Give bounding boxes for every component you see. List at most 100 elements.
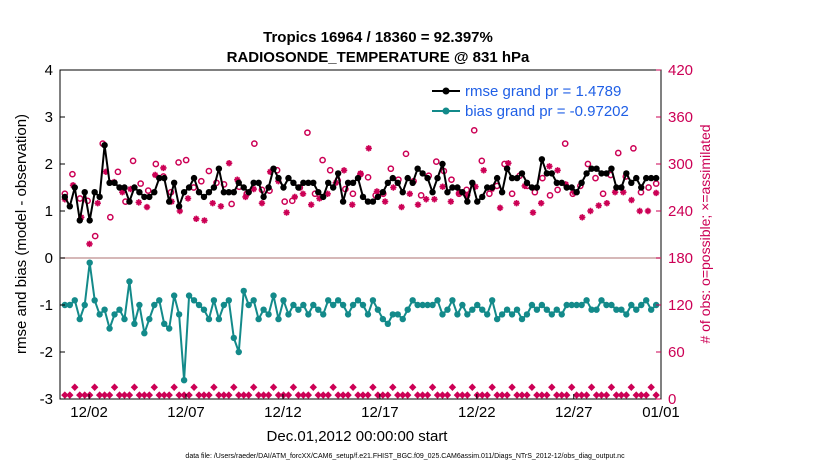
obs-low-count-point: [384, 391, 392, 399]
left-y-tick-label: 0: [45, 250, 53, 267]
obs-possible-point: [614, 149, 622, 157]
x-tick-label: 01/01: [642, 404, 680, 421]
obs-assimilated-point: [414, 201, 422, 208]
rmse-point: [578, 179, 585, 186]
bias-point: [320, 311, 327, 318]
bias-point: [503, 306, 511, 313]
obs-possible-point: [645, 184, 652, 191]
rmse-point: [493, 174, 501, 182]
rmse-point: [652, 174, 660, 182]
obs-assimilated-point: [521, 182, 528, 190]
bias-point: [300, 301, 307, 309]
bias-point: [359, 301, 367, 309]
rmse-point: [513, 174, 521, 182]
bias-series: [61, 259, 660, 384]
bias-point: [280, 297, 287, 304]
rmse-point: [275, 174, 282, 182]
rmse-point: [325, 179, 332, 186]
bias-point: [638, 301, 645, 309]
rmse-point: [389, 174, 396, 182]
bias-point: [265, 311, 272, 318]
rmse-point: [573, 189, 580, 196]
rmse-point: [295, 184, 302, 191]
obs-low-count-point: [130, 383, 139, 391]
bias-point: [205, 315, 213, 323]
obs-low-count-point: [349, 383, 357, 391]
bias-point: [235, 348, 242, 356]
bias-point: [464, 311, 471, 318]
obs-low-count-point: [622, 391, 631, 399]
obs-low-count-point: [170, 383, 178, 391]
bias-point: [553, 306, 560, 313]
rmse-point: [235, 179, 242, 186]
obs-possible-point: [288, 197, 296, 205]
bias-point: [379, 315, 387, 323]
bias-point: [170, 292, 178, 299]
rmse-point: [603, 170, 610, 177]
obs-low-count-point: [205, 391, 213, 399]
bias-point: [439, 311, 446, 318]
obs-possible-point: [432, 158, 440, 165]
obs-low-count-point: [403, 391, 412, 399]
bias-point: [255, 315, 262, 323]
obs-assimilated-point: [505, 160, 512, 167]
legend-bias-marker: [442, 107, 450, 115]
rmse-point: [369, 198, 377, 205]
obs-assimilated-point: [340, 167, 348, 174]
obs-low-count-point: [249, 383, 258, 391]
obs-assimilated-point: [381, 198, 389, 205]
rmse-point: [344, 179, 352, 186]
obs-low-count-point: [145, 391, 154, 399]
rmse-point: [399, 189, 406, 196]
rmse-point: [623, 170, 630, 177]
obs-assimilated-point: [324, 190, 331, 197]
rmse-point: [300, 179, 307, 186]
obs-low-count-point: [508, 383, 516, 391]
obs-possible-point: [152, 160, 160, 168]
obs-possible-point: [304, 129, 311, 137]
right-y-tick-label: 0: [668, 391, 676, 408]
obs-possible-point: [402, 150, 410, 158]
right-y-tick-label: 420: [668, 62, 693, 79]
bias-point: [285, 311, 292, 318]
obs-possible-point: [630, 144, 637, 152]
obs-low-count-point: [329, 383, 337, 391]
rmse-point: [111, 179, 118, 186]
rmse-point: [439, 160, 446, 168]
obs-assimilated-point: [620, 189, 627, 196]
obs-low-count-point: [110, 383, 119, 391]
bias-point: [81, 301, 88, 309]
obs-possible-point: [144, 187, 152, 194]
obs-assimilated-point: [398, 203, 405, 211]
bias-point: [200, 306, 208, 313]
bias-point: [315, 306, 322, 313]
bias-point: [101, 306, 108, 313]
bias-point: [116, 306, 123, 313]
bias-point: [523, 311, 531, 318]
rmse-point: [588, 165, 595, 172]
obs-assimilated-point: [250, 185, 257, 193]
bias-point: [399, 315, 406, 323]
bias-point: [151, 301, 158, 309]
rmse-point: [384, 179, 392, 186]
left-y-tick-label: 2: [45, 156, 53, 173]
obs-assimilated-point: [562, 181, 570, 188]
obs-assimilated-point: [193, 215, 200, 223]
rmse-point: [305, 179, 312, 186]
obs-low-count-point: [448, 383, 457, 391]
x-tick-label: 12/02: [70, 404, 108, 421]
obs-assimilated-point: [283, 209, 290, 216]
bias-point: [240, 287, 247, 295]
bias-point: [633, 306, 640, 313]
rmse-point: [533, 184, 541, 191]
rmse-point: [250, 179, 257, 186]
rmse-point: [215, 165, 223, 172]
bias-point: [121, 315, 128, 323]
rmse-point: [647, 174, 655, 182]
obs-assimilated-point: [291, 193, 298, 201]
bias-point: [488, 297, 496, 304]
x-axis-label: Dec.01,2012 00:00:00 start: [267, 428, 449, 445]
right-y-tick-label: 60: [668, 344, 685, 361]
bias-point: [643, 297, 650, 304]
obs-low-count-point: [548, 383, 556, 391]
